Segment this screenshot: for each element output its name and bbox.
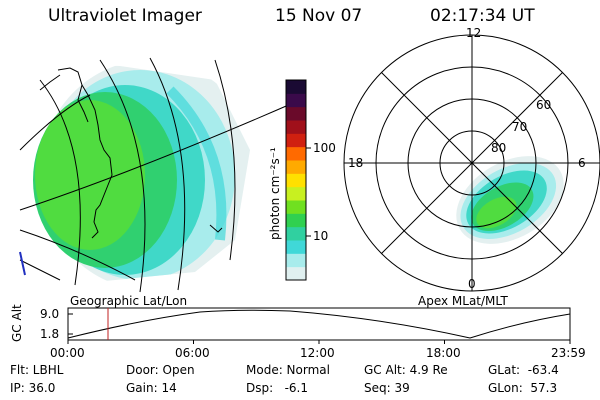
mlt-label-6: 6 xyxy=(578,156,586,170)
time-label: 02:17:34 UT xyxy=(430,6,535,26)
colorbar-band xyxy=(286,93,306,108)
orbit-altitude-curve xyxy=(67,309,571,339)
mode-readout: Mode: Normal xyxy=(246,363,330,377)
colorbar-band xyxy=(286,80,306,94)
timeline-xtick-0000: 00:00 xyxy=(50,346,85,360)
colorbar-band xyxy=(286,160,306,174)
timeline-ylabel: GC Alt xyxy=(10,304,24,342)
lat-label-60: 60 xyxy=(536,98,552,112)
glon-readout: GLon: 57.3 xyxy=(488,381,558,395)
colorbar-tick-100: 100 xyxy=(313,141,336,155)
polar-plot xyxy=(343,34,600,292)
colorbar-band xyxy=(286,226,306,241)
colorbar-band xyxy=(286,253,306,268)
mlt-label-0: 0 xyxy=(468,277,476,291)
door-readout: Door: Open xyxy=(126,363,195,377)
timeline-xtick-1200: 12:00 xyxy=(300,346,335,360)
gain-readout: Gain: 14 xyxy=(126,381,177,395)
date-label: 15 Nov 07 xyxy=(275,6,363,26)
geo-panel-label: Geographic Lat/Lon xyxy=(70,294,188,308)
colorbar-band xyxy=(286,186,306,201)
colorbar-band xyxy=(286,240,306,254)
timeline-ytick-9: 9.0 xyxy=(40,307,60,321)
ip-readout: IP: 36.0 xyxy=(10,381,56,395)
colorbar xyxy=(285,79,311,281)
colorbar-band xyxy=(286,120,306,134)
timeline-ytick-1-8: 1.8 xyxy=(40,327,60,341)
timeline-xtick-2359: 23:59 xyxy=(551,346,586,360)
mlt-label-18: 18 xyxy=(348,156,364,170)
colorbar-band xyxy=(286,200,306,214)
glat-readout: GLat: -63.4 xyxy=(488,363,559,377)
instrument-title: Ultraviolet Imager xyxy=(48,6,202,26)
colorbar-band xyxy=(286,213,306,228)
colorbar-tick-10: 10 xyxy=(313,229,329,243)
gc-alt-readout: GC Alt: 4.9 Re xyxy=(364,363,448,377)
colorbar-band xyxy=(286,146,306,161)
seq-readout: Seq: 39 xyxy=(364,381,410,395)
mlt-label-12: 12 xyxy=(466,26,482,40)
colorbar-unit-label: photon cm⁻²s⁻¹ xyxy=(268,147,282,240)
timeline-xtick-1800: 18:00 xyxy=(426,346,461,360)
timeline-xtick-0600: 06:00 xyxy=(175,346,210,360)
colorbar-band xyxy=(286,173,306,188)
geographic-image xyxy=(19,57,301,293)
lat-label-80: 80 xyxy=(491,141,507,155)
dsp-readout: Dsp: -6.1 xyxy=(246,381,309,395)
orbit-timeline xyxy=(67,307,571,344)
colorbar-band xyxy=(286,106,306,121)
polar-panel-label: Apex MLat/MLT xyxy=(418,294,508,308)
coastline xyxy=(39,67,223,239)
colorbar-band xyxy=(286,266,306,281)
filter-readout: Flt: LBHL xyxy=(10,363,64,377)
lat-label-70: 70 xyxy=(512,120,528,134)
colorbar-band xyxy=(286,133,306,148)
